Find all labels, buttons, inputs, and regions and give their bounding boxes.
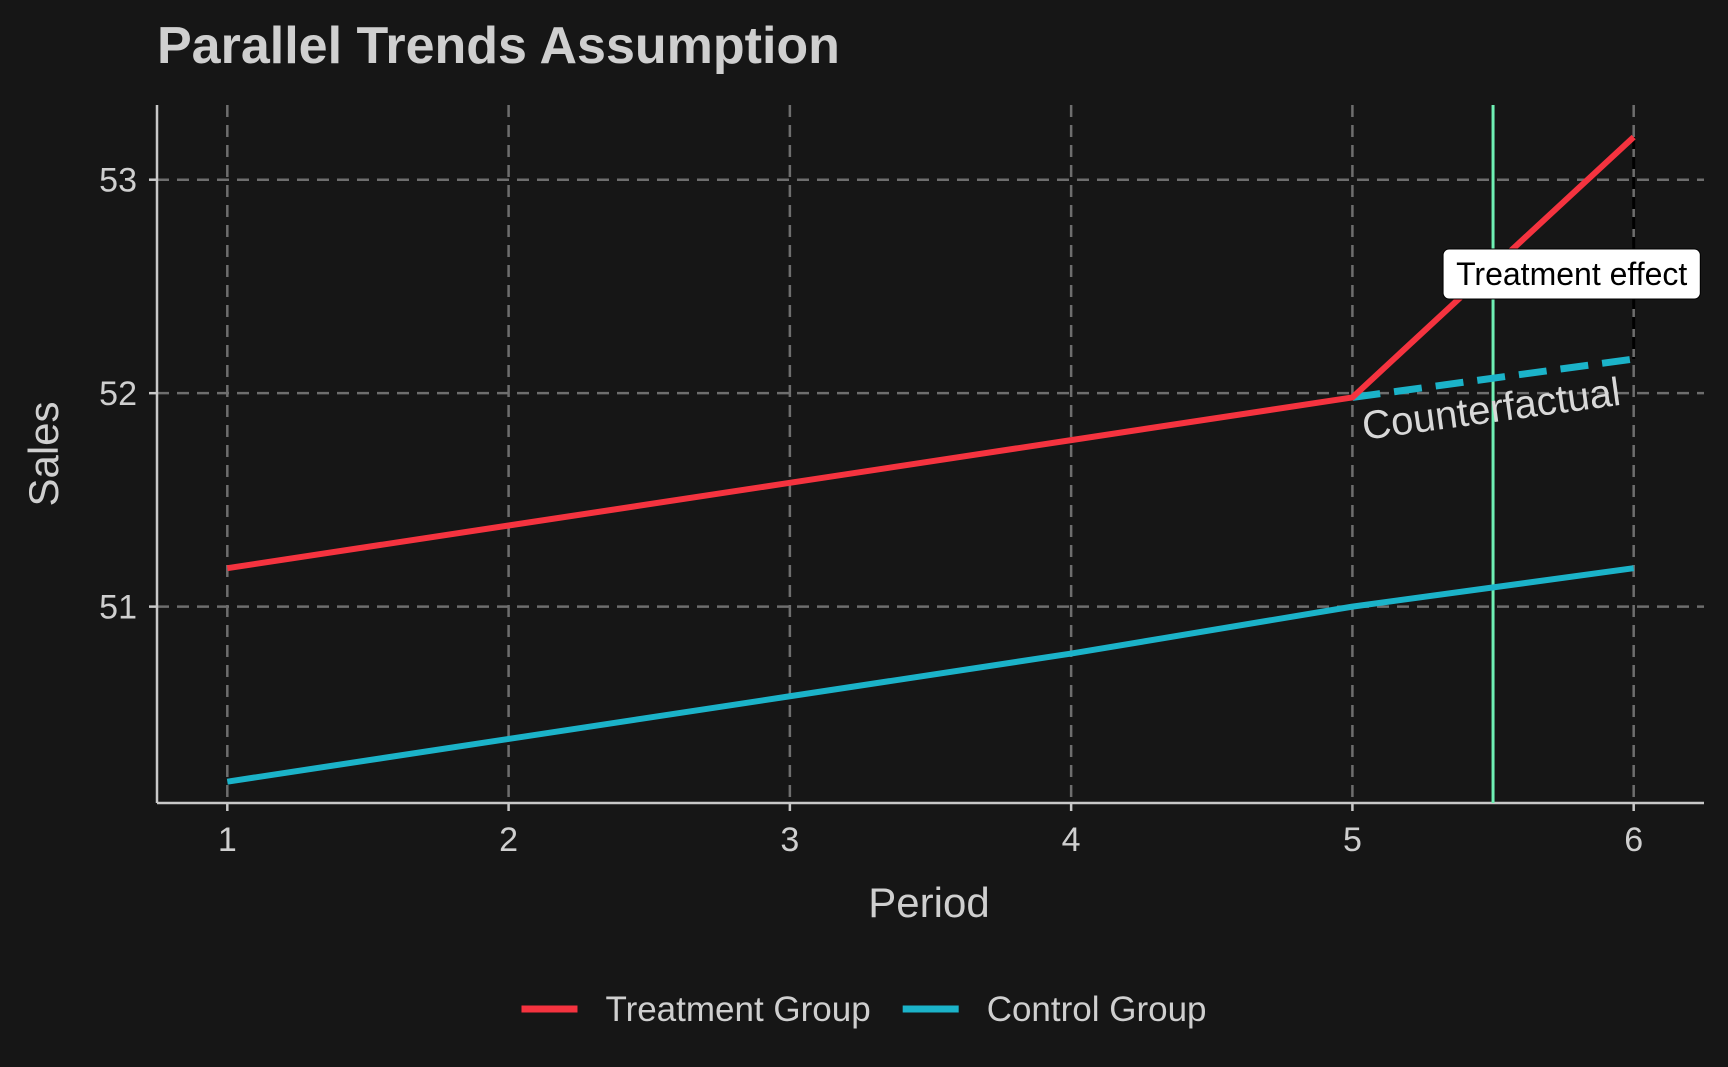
x-tick-label: 2 [499,821,518,859]
legend-label: Treatment Group [605,990,870,1029]
y-tick-label: 52 [99,375,137,413]
x-tick-label: 5 [1343,821,1362,859]
x-axis-title: Period [868,879,989,926]
chart-title: Parallel Trends Assumption [157,17,840,75]
x-tick-label: 6 [1624,821,1643,859]
y-axis-title: Sales [20,401,67,506]
legend: Treatment Group Control Group [521,990,1207,1029]
series-line-treatment-group [226,134,1636,572]
y-tick-label: 53 [99,162,137,200]
x-tick-label: 4 [1062,821,1081,859]
axes: 1 2 3 4 5 6 51 52 53 [99,105,1704,859]
series-lines [226,105,1636,803]
series-line-control-group [226,565,1635,785]
treatment-effect-label-box [1442,248,1701,300]
x-tick-label: 3 [780,821,799,859]
treatment-effect-label: Treatment effect [1456,256,1687,292]
y-tick-label: 51 [99,589,137,627]
x-tick-label: 1 [218,821,237,859]
legend-label: Control Group [987,990,1207,1029]
counterfactual-line [1351,355,1635,401]
grid-lines [157,105,1704,803]
